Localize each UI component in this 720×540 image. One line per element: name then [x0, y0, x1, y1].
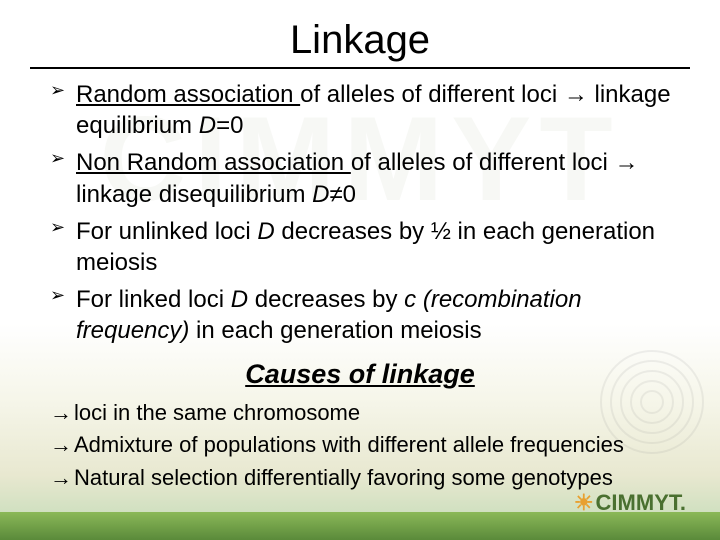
- bullet-text: in each generation meiosis: [189, 317, 481, 344]
- var-d: D: [312, 181, 329, 208]
- bullet-text: ≠0: [329, 181, 356, 208]
- bullet-text: For linked loci: [76, 286, 231, 313]
- slide: CIMMYT Linkage Random association of all…: [0, 0, 720, 540]
- bullet-text: decreases by: [248, 286, 404, 313]
- cause-item: Admixture of populations with different …: [50, 430, 680, 460]
- cause-item: Natural selection differentially favorin…: [50, 463, 680, 493]
- var-d: D: [257, 218, 274, 245]
- slide-title: Linkage: [30, 18, 690, 63]
- bullet-item: For linked loci D decreases by c (recomb…: [50, 284, 680, 346]
- bullet-item: Random association of alleles of differe…: [50, 79, 680, 141]
- bullet-text: =0: [216, 112, 243, 139]
- cause-item: loci in the same chromosome: [50, 398, 680, 428]
- var-d: D: [199, 112, 216, 139]
- content-area: Linkage Random association of alleles of…: [0, 0, 720, 493]
- title-underline: [30, 67, 690, 69]
- bullet-list: Random association of alleles of differe…: [30, 79, 690, 347]
- subtitle: Causes of linkage: [30, 359, 690, 390]
- logo: ☀CIMMYT.: [574, 490, 686, 516]
- logo-text: CIMMYT.: [596, 490, 686, 515]
- underline-text: Non Random association: [76, 149, 351, 176]
- sun-icon: ☀: [574, 490, 594, 516]
- bullet-text: For unlinked loci: [76, 218, 257, 245]
- causes-list: loci in the same chromosome Admixture of…: [30, 398, 690, 493]
- var-d: D: [231, 286, 248, 313]
- bullet-item: For unlinked loci D decreases by ½ in ea…: [50, 216, 680, 278]
- underline-text: Random association: [76, 81, 300, 108]
- footer-bar: [0, 512, 720, 540]
- bullet-item: Non Random association of alleles of dif…: [50, 147, 680, 209]
